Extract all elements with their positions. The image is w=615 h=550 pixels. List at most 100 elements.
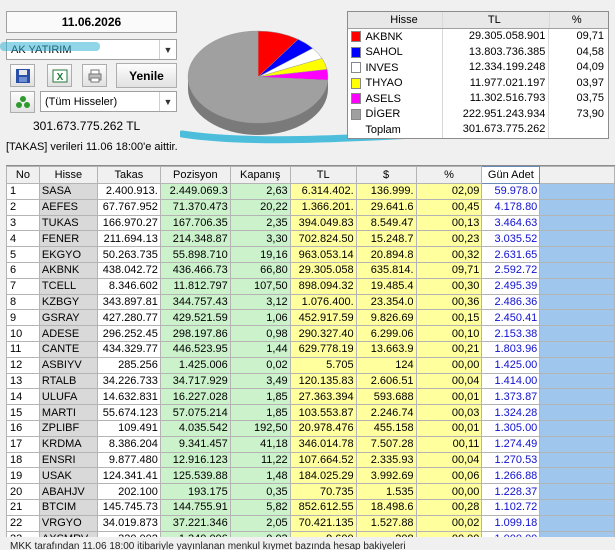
cell-filler — [539, 483, 615, 500]
legend-tl: 29.305.058.901 — [443, 29, 550, 45]
cell-filler — [539, 356, 615, 374]
legend-row: ASELS 11.302.516.793 03,75 — [348, 91, 608, 107]
table-row[interactable]: 16 ZPLIBF 109.491 4.035.542 192,50 20.978.476… — [6, 419, 615, 437]
cell-no: 17 — [6, 435, 40, 453]
chevron-down-icon[interactable]: ▼ — [159, 92, 176, 111]
cell-kap: 20,22 — [229, 198, 291, 216]
holdings-grid[interactable]: No Hisse Takas Pozisyon Kapanış TL $% Gün Adet … — [6, 165, 615, 537]
cell-pct: 00,01 — [415, 388, 483, 406]
cell-pct: 02,09 — [415, 183, 483, 200]
stocks-button[interactable] — [10, 91, 35, 113]
cell-hisse: KZBGY — [38, 293, 98, 311]
cell-kap: 41,18 — [229, 435, 291, 453]
column-header[interactable]: Takas — [96, 166, 161, 184]
table-row[interactable]: 4 FENER 211.694.13 214.348.87 3,30 702.824.50… — [6, 230, 615, 248]
cell-poz: 125.539.88 — [159, 467, 231, 485]
table-row[interactable]: 22 VRGYO 34.019.873 37.221.346 2,05 70.421.13… — [6, 514, 615, 532]
cell-kap: 2,35 — [229, 214, 291, 232]
table-row[interactable]: 2 AEFES 67.767.952 71.370.473 20,22 1.366.201… — [6, 198, 615, 216]
cell-hisse: RTALB — [38, 372, 98, 390]
table-row[interactable]: 9 GSRAY 427.280.77 429.521.59 1,06 452.917.59… — [6, 309, 615, 327]
cell-filler — [539, 293, 615, 311]
legend-header: Hisse TL % — [348, 12, 608, 29]
cell-hisse: VRGYO — [38, 514, 98, 532]
cell-kap: 2,05 — [229, 514, 291, 532]
cell-tl: 6.314.402. — [289, 183, 357, 200]
refresh-button[interactable]: Yenile — [116, 63, 177, 88]
legend-tl: 11.302.516.793 — [443, 91, 550, 107]
table-row[interactable]: 18 ENSRI 9.877.480 12.916.123 11,22 107.664.5… — [6, 451, 615, 469]
table-row[interactable]: 7 TCELL 8.346.602 11.812.797 107,50 898.094.3… — [6, 277, 615, 295]
cell-no: 19 — [6, 467, 40, 485]
cell-takas: 109.491 — [96, 419, 161, 437]
cell-filler — [539, 183, 615, 200]
cell-gun: 3.464.63 — [481, 214, 541, 232]
legend-pct: 04,09 — [576, 61, 604, 74]
cell-usd: 635.814. — [355, 261, 417, 279]
legend-pct: 03,75 — [576, 92, 604, 105]
cell-poz: 1.340.006 — [159, 530, 231, 537]
column-header[interactable]: Hisse — [38, 166, 98, 184]
column-header[interactable]: No — [6, 166, 40, 184]
cell-gun: 1.274.49 — [481, 435, 541, 453]
table-row[interactable]: 3 TUKAS 166.970.27 167.706.35 2,35 394.049.83… — [6, 214, 615, 232]
table-row[interactable]: 6 AKBNK 438.042.72 436.466.73 66,80 29.305.05… — [6, 261, 615, 279]
table-row[interactable]: 21 BTCIM 145.745.73 144.755.91 5,82 852.612.5… — [6, 498, 615, 516]
cell-kap: 3,30 — [229, 230, 291, 248]
takas-info: [TAKAS] verileri 11.06 18:00'e aittir. — [6, 141, 178, 153]
cell-no: 2 — [6, 198, 40, 216]
cell-tl: 70.735 — [289, 483, 357, 500]
stock-filter-select[interactable]: (Tüm Hisseler) ▼ — [40, 91, 177, 112]
table-row[interactable]: 5 EKGYO 50.263.735 55.898.710 19,16 963.053.1… — [6, 246, 615, 263]
cell-kap: 11,22 — [229, 451, 291, 469]
print-button[interactable] — [82, 64, 107, 87]
table-row[interactable]: 10 ADESE 296.252.45 298.197.86 0,98 290.327.4… — [6, 325, 615, 342]
cell-tl: 452.917.59 — [289, 309, 357, 327]
table-row[interactable]: 12 ASBIYV 285.256 1.425.006 0,02 5.705 124 00,0… — [6, 356, 615, 374]
column-header[interactable]: Gün Adet — [481, 166, 541, 184]
table-row[interactable]: 19 USAK 124.341.41 125.539.88 1,48 184.025.29… — [6, 467, 615, 485]
cell-filler — [539, 325, 615, 342]
cell-takas: 166.970.27 — [96, 214, 161, 232]
column-header[interactable]: % — [415, 166, 483, 184]
cell-poz: 214.348.87 — [159, 230, 231, 248]
cell-tl: 702.824.50 — [289, 230, 357, 248]
cell-hisse: FENER — [38, 230, 98, 248]
cell-pct: 00,36 — [415, 293, 483, 311]
table-row[interactable]: 23AXSMRV320.0021.340.0060,039.60020800,0… — [6, 530, 615, 537]
column-header[interactable]: Kapanış — [229, 166, 291, 184]
table-row[interactable]: 13 RTALB 34.226.733 34.717.929 3,49 120.135.8… — [6, 372, 615, 390]
cell-kap: 3,49 — [229, 372, 291, 390]
column-header[interactable]: TL — [289, 166, 357, 184]
cell-usd: 23.354.0 — [355, 293, 417, 311]
table-row[interactable]: 11 CANTE 434.329.77 446.523.95 1,44 629.778.1… — [6, 340, 615, 358]
column-header[interactable]: $ — [355, 166, 417, 184]
table-row[interactable]: 1 SASA 2.400.913. 2.449.069.3 2,63 6.314.402.… — [6, 183, 615, 200]
cell-poz: 71.370.473 — [159, 198, 231, 216]
cell-no: 23 — [6, 530, 40, 537]
cell-gun: 2.592.72 — [481, 261, 541, 279]
column-header[interactable]: Pozisyon — [159, 166, 231, 184]
cell-gun: 1.000.00 — [481, 530, 541, 537]
cell-takas: 145.745.73 — [96, 498, 161, 516]
cell-filler — [539, 388, 615, 406]
cell-hisse: ENSRI — [38, 451, 98, 469]
table-row[interactable]: 14 ULUFA 14.632.831 16.227.028 1,85 27.363.39… — [6, 388, 615, 406]
table-row[interactable]: 20 ABAHJV 202.100 193.175 0,35 70.735 1.535 00,… — [6, 483, 615, 500]
cell-kap: 1,44 — [229, 340, 291, 358]
cell-kap: 3,12 — [229, 293, 291, 311]
cell-hisse: ZPLIBF — [38, 419, 98, 437]
table-row[interactable]: 17 KRDMA 8.386.204 9.341.457 41,18 346.014.78… — [6, 435, 615, 453]
cell-no: 9 — [6, 309, 40, 327]
table-row[interactable]: 15 MARTI 55.674.123 57.075.214 1,85 103.553.8… — [6, 404, 615, 421]
chevron-down-icon[interactable]: ▼ — [159, 40, 176, 59]
legend-name: ASELS — [365, 91, 443, 107]
cell-gun: 1.099.18 — [481, 514, 541, 532]
highlight-mark — [0, 42, 100, 51]
table-row[interactable]: 8 KZBGY 343.897.81 344.757.43 3,12 1.076.400.… — [6, 293, 615, 311]
save-button[interactable] — [10, 64, 35, 87]
legend-row: Toplam 301.673.775.262 — [348, 122, 608, 138]
cell-no: 16 — [6, 419, 40, 437]
excel-export-button[interactable]: X — [47, 64, 72, 87]
cell-poz: 344.757.43 — [159, 293, 231, 311]
